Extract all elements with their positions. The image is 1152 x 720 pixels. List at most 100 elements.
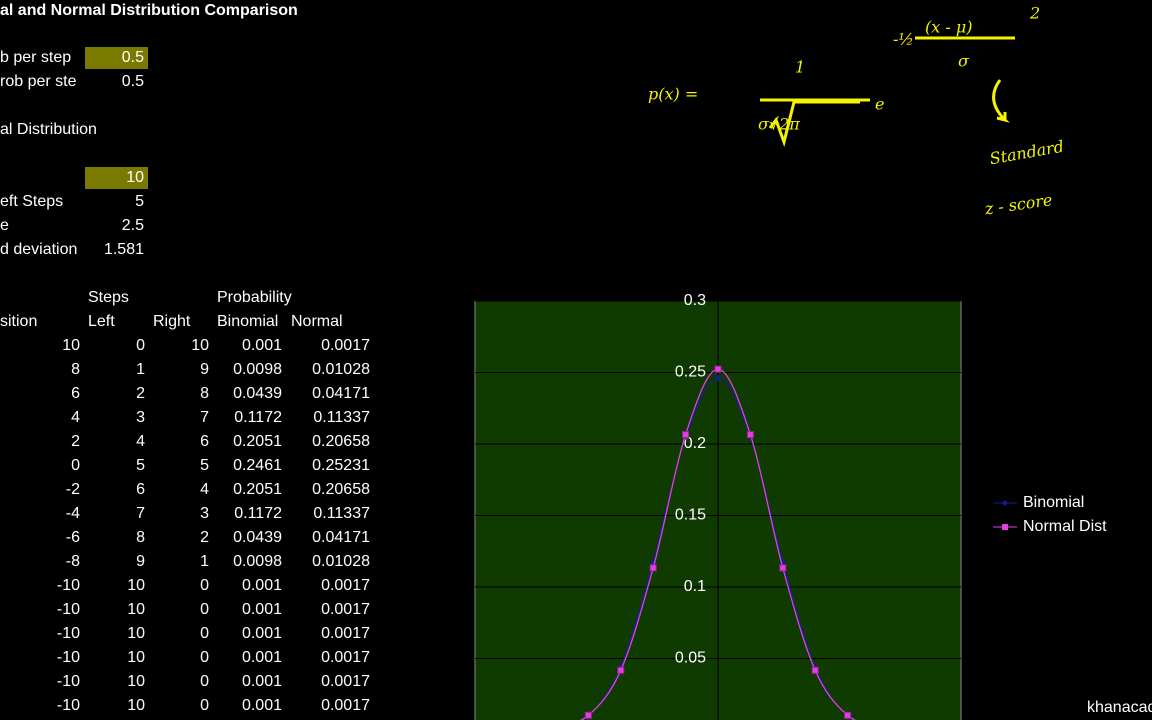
table-cell: 0 xyxy=(71,457,80,474)
formula-text: 2 xyxy=(1029,4,1040,23)
table-cell: 0 xyxy=(200,697,209,714)
table-cell: 1 xyxy=(200,553,209,570)
table-cell: 10 xyxy=(127,697,145,714)
table-cell: 0.0098 xyxy=(233,553,282,570)
table-cell: 0.20658 xyxy=(312,433,370,450)
param-value: 2.5 xyxy=(122,217,144,234)
table-cell: 0.2051 xyxy=(233,433,282,450)
table-cell: 0.0017 xyxy=(321,577,370,594)
table-cell: -10 xyxy=(57,577,80,594)
sheet-title: al and Normal Distribution Comparison xyxy=(0,2,298,19)
point xyxy=(811,666,819,674)
watermark: khanacad xyxy=(1087,699,1152,716)
legend-label: Normal Dist xyxy=(1023,518,1107,535)
table-cell: 10 xyxy=(127,649,145,666)
param-value: 1.581 xyxy=(104,241,144,258)
table-cell: 6 xyxy=(71,385,80,402)
input-cell xyxy=(85,167,148,189)
formula-text: σ√2π xyxy=(758,115,800,134)
legend-marker xyxy=(1002,500,1008,506)
formula-text: e xyxy=(875,95,884,114)
point xyxy=(715,375,721,382)
formula-text: -½ xyxy=(893,30,914,49)
table-cell: 0.001 xyxy=(242,577,282,594)
y-tick-label: 0.2 xyxy=(684,435,706,452)
y-tick-label: 0.15 xyxy=(675,507,706,524)
column-header: Left xyxy=(88,313,115,330)
table-cell: 5 xyxy=(136,457,145,474)
point xyxy=(682,431,690,439)
table-cell: 8 xyxy=(136,529,145,546)
table-cell: 10 xyxy=(127,673,145,690)
table-cell: 10 xyxy=(191,337,209,354)
y-tick-label: 0.3 xyxy=(684,292,706,309)
table-cell: -10 xyxy=(57,625,80,642)
table-cell: 4 xyxy=(200,481,209,498)
table-cell: 0.0439 xyxy=(233,385,282,402)
table-cell: 0.04171 xyxy=(312,385,370,402)
point xyxy=(844,711,852,719)
table-cell: 0.0017 xyxy=(321,601,370,618)
formula-strokes xyxy=(760,36,1015,148)
param-label: rob per ste xyxy=(0,73,77,90)
table-cell: 0.1172 xyxy=(234,505,282,522)
point xyxy=(584,711,592,719)
table-cell: 0.2051 xyxy=(233,481,282,498)
table-cell: 1 xyxy=(136,361,145,378)
column-header: Binomial xyxy=(217,313,278,330)
table-cell: 0.04171 xyxy=(312,529,370,546)
table-cell: 0.0098 xyxy=(233,361,282,378)
column-header: Normal xyxy=(291,313,343,330)
param-label: eft Steps xyxy=(0,193,63,210)
formula-text: σ xyxy=(958,52,970,71)
group-header: Probability xyxy=(217,289,292,306)
table-cell: -10 xyxy=(57,649,80,666)
table-cell: 0.11337 xyxy=(313,409,370,426)
table-cell: 7 xyxy=(136,505,145,522)
table-cell: 3 xyxy=(200,505,209,522)
param-label: d deviation xyxy=(0,241,77,258)
input-cell xyxy=(85,47,148,69)
y-tick-label: 0.25 xyxy=(675,364,706,381)
table-cell: -8 xyxy=(66,553,80,570)
table-cell: -10 xyxy=(57,601,80,618)
table-cell: 0.001 xyxy=(242,673,282,690)
table-cell: -4 xyxy=(66,505,80,522)
param-value: 0.5 xyxy=(122,49,144,66)
param-value: 5 xyxy=(135,193,144,210)
legend-label: Binomial xyxy=(1023,494,1084,511)
table-cell: 2 xyxy=(71,433,80,450)
table-cell: 0.0017 xyxy=(321,337,370,354)
column-header: sition xyxy=(0,313,37,330)
point xyxy=(746,431,754,439)
table-cell: 0.0017 xyxy=(321,625,370,642)
table-cell: 0.01028 xyxy=(312,553,370,570)
table-cell: 8 xyxy=(71,361,80,378)
table-cell: 0.11337 xyxy=(313,505,370,522)
point xyxy=(714,365,722,373)
table-cell: 2 xyxy=(200,529,209,546)
table-cell: 0 xyxy=(200,625,209,642)
param-label: e xyxy=(0,217,9,234)
table-cell: 10 xyxy=(62,337,80,354)
table-cell: 0.20658 xyxy=(312,481,370,498)
table-cell: 10 xyxy=(127,625,145,642)
table-cell: 0.001 xyxy=(242,601,282,618)
table-cell: 4 xyxy=(136,433,145,450)
table-cell: 0.001 xyxy=(242,649,282,666)
table-cell: 0 xyxy=(200,649,209,666)
table-cell: 6 xyxy=(200,433,209,450)
point xyxy=(779,564,787,572)
table-cell: 0 xyxy=(200,601,209,618)
formula-text: (x - μ) xyxy=(925,18,972,37)
table-cell: -6 xyxy=(66,529,80,546)
table-cell: 0.2461 xyxy=(233,457,282,474)
table-cell: 0.01028 xyxy=(312,361,370,378)
table-cell: 2 xyxy=(136,385,145,402)
table-cell: 0.001 xyxy=(242,337,282,354)
table-cell: -10 xyxy=(57,673,80,690)
point xyxy=(649,564,657,572)
table-cell: 7 xyxy=(200,409,209,426)
table-cell: 0.001 xyxy=(242,625,282,642)
table-cell: 0.0017 xyxy=(321,649,370,666)
